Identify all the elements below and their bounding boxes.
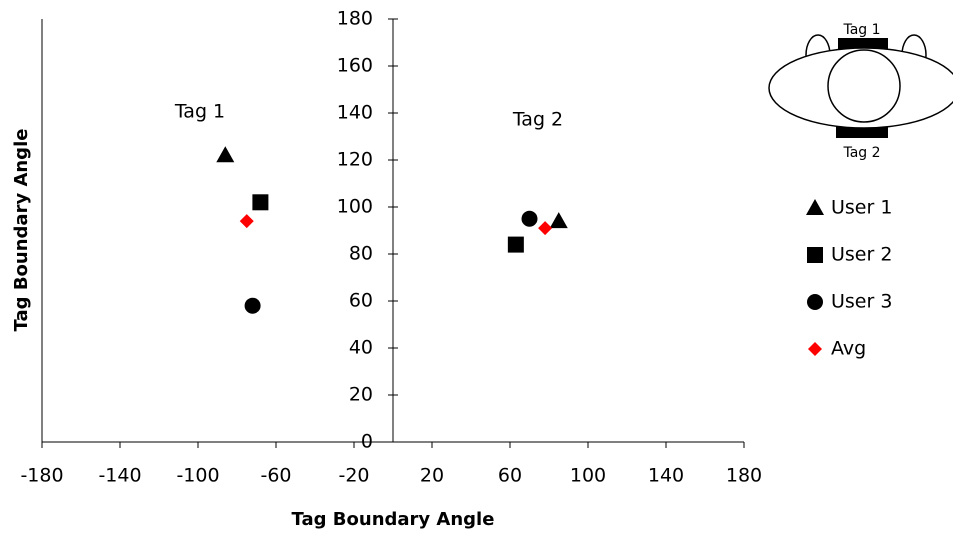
diagram-label: Tag 2: [842, 145, 880, 161]
diagram-label: Tag 1: [842, 22, 880, 38]
legend-label: Avg: [831, 338, 866, 360]
x-tick-label: -140: [98, 465, 141, 487]
point: [538, 221, 553, 236]
legend-marker: [807, 247, 823, 263]
point: [507, 236, 524, 253]
legend-marker: [808, 342, 822, 356]
y-axis-title: Tag Boundary Angle: [11, 129, 32, 332]
point: [252, 194, 269, 211]
y-tick-label: 100: [337, 196, 373, 218]
y-tick-label: 140: [337, 102, 373, 124]
x-tick-label: 140: [648, 465, 684, 487]
x-tick-label: -100: [176, 465, 219, 487]
annotation: Tag 2: [512, 109, 563, 131]
x-tick-label: 180: [726, 465, 762, 487]
legend-marker: [807, 294, 823, 310]
diagram: Tag 1 Tag 2: [768, 22, 953, 161]
point: [521, 210, 538, 227]
x-tick-label: 100: [570, 465, 606, 487]
y-tick-label: 80: [349, 243, 373, 265]
point: [549, 212, 568, 229]
x-tick-label: 60: [498, 465, 522, 487]
x-tick-label: 20: [420, 465, 444, 487]
x-tick-label: -20: [338, 465, 369, 487]
y-tick-label: 20: [349, 384, 373, 406]
y-tick-label: 40: [349, 337, 373, 359]
legend-marker: [806, 199, 824, 215]
x-tick-label: -60: [260, 465, 291, 487]
point: [216, 146, 235, 163]
x-axis-title: Tag Boundary Angle: [292, 509, 495, 530]
y-tick-label: 180: [337, 8, 373, 30]
x-tick-label: -180: [20, 465, 63, 487]
point: [239, 214, 254, 229]
legend-label: User 2: [831, 244, 892, 266]
legend-label: User 3: [831, 291, 892, 313]
y-tick-label: 0: [361, 431, 373, 453]
y-tick-label: 60: [349, 290, 373, 312]
legend-label: User 1: [831, 197, 892, 219]
y-tick-label: 160: [337, 55, 373, 77]
annotation: Tag 1: [174, 101, 225, 123]
point: [244, 297, 261, 314]
y-tick-label: 120: [337, 149, 373, 171]
